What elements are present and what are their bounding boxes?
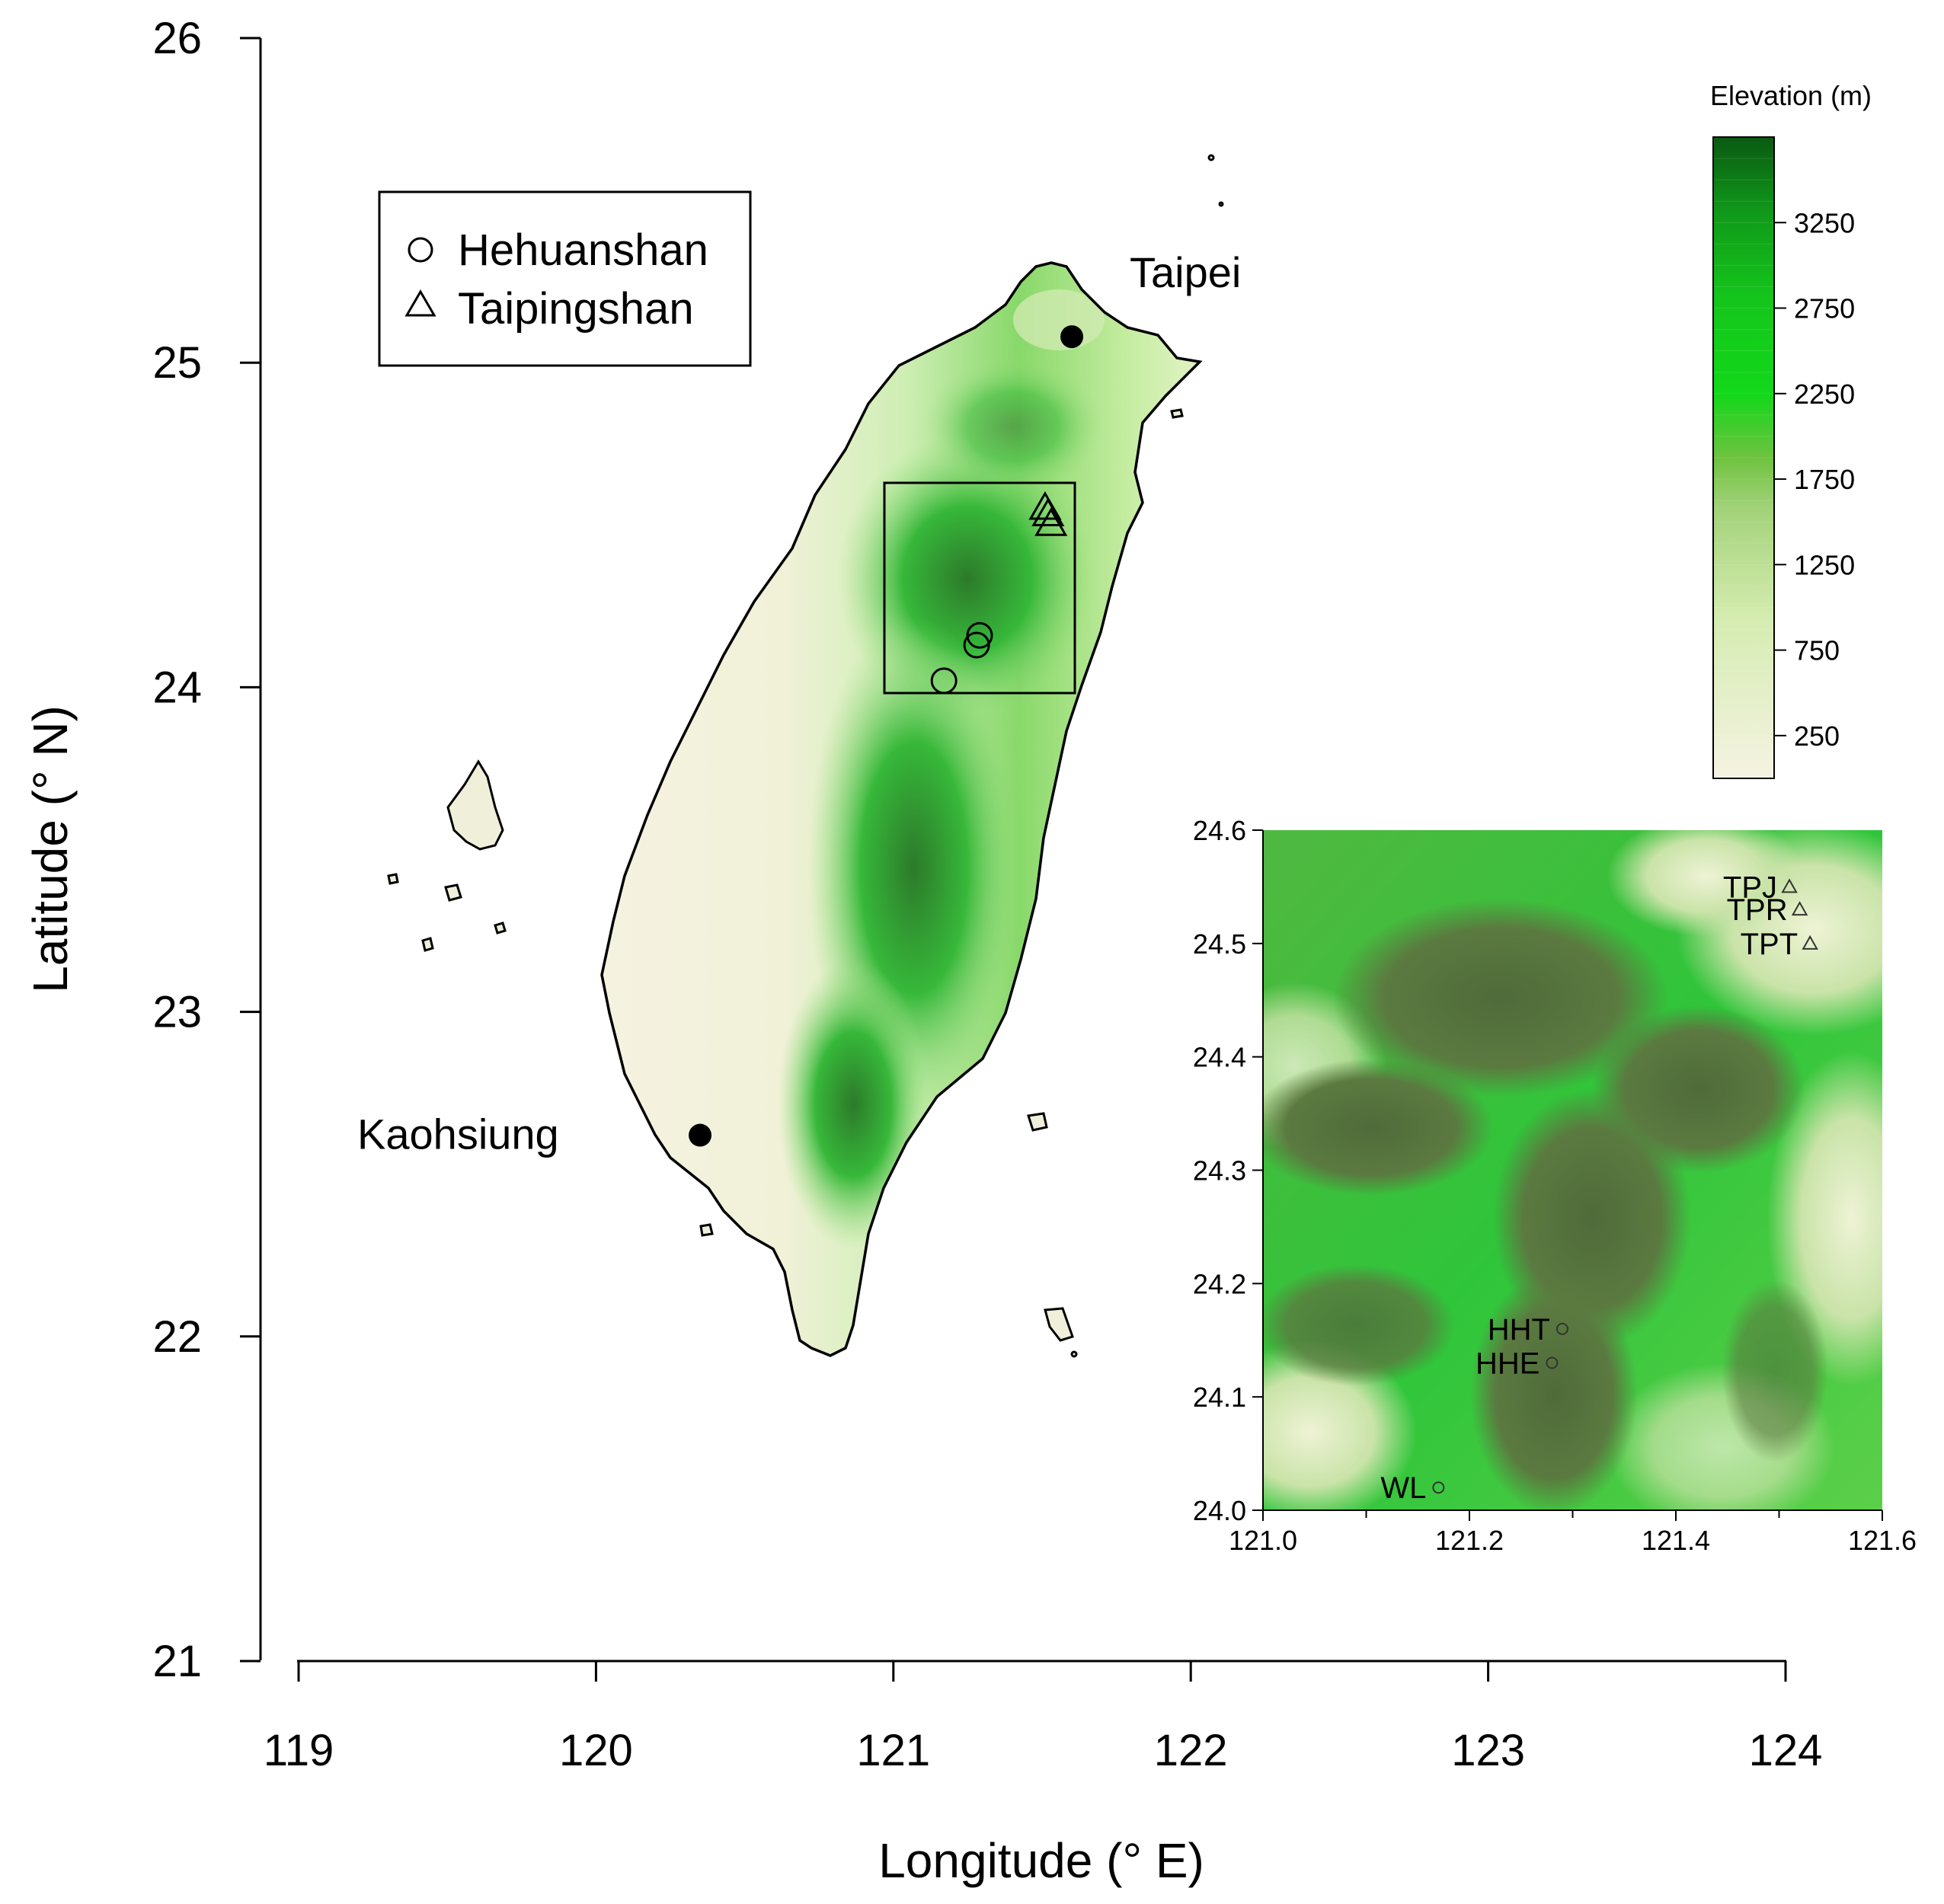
inset-y-tick-label: 24.4 (1193, 1042, 1246, 1073)
station-label: TPJ (1723, 871, 1777, 904)
offshore-islands (387, 154, 1224, 1358)
y-tick-label: 24 (152, 663, 202, 712)
y-tick-label: 25 (152, 338, 202, 388)
city-dot (689, 1123, 712, 1147)
inset-x-tick-label: 121.0 (1229, 1525, 1297, 1556)
inset-axes: 121.0 121.2 121.4 121.6 24.0 24.1 24.2 24.3 24.4… (1193, 815, 1917, 1556)
green-island (1027, 1112, 1048, 1132)
colorbar-tick-label: 250 (1794, 720, 1840, 752)
triangle-icon (1781, 878, 1798, 893)
penghu-islet-3 (494, 922, 507, 934)
x-axis-label: Longitude (° E) (878, 1833, 1204, 1888)
inset-x-tick-label: 121.4 (1642, 1525, 1710, 1556)
colorbar-bands (1714, 158, 1773, 779)
orchid-island (1044, 1307, 1074, 1342)
y-axis-ticks: 21 22 23 24 25 26 (152, 14, 261, 1686)
station-label: HHE (1476, 1347, 1540, 1381)
inset-y-tick-label: 24.0 (1193, 1495, 1246, 1526)
legend-label-hehuanshan: Hehuanshan (458, 225, 708, 275)
penghu-islet-4 (387, 873, 399, 885)
inset-y-tick-label: 24.2 (1193, 1268, 1246, 1299)
liuqiu-island (699, 1223, 714, 1237)
study-area-box (883, 481, 1076, 695)
station-label: WL (1380, 1471, 1426, 1505)
circle-icon (966, 621, 993, 649)
guishan-island (1170, 408, 1184, 419)
circle-icon (1546, 1356, 1559, 1369)
colorbar-tick-label: 1750 (1794, 464, 1855, 495)
x-tick-label: 123 (1451, 1726, 1525, 1775)
city-dot (1060, 325, 1084, 349)
colorbar-ticks: 250 750 1250 1750 2250 2750 3250 (1774, 207, 1855, 752)
x-axis-ticks: 119 120 121 122 123 124 (264, 1661, 1823, 1775)
inset-y-tick-label: 24.3 (1193, 1155, 1246, 1187)
triangle-icon (1802, 934, 1818, 950)
y-tick-label: 22 (152, 1312, 202, 1362)
penghu-islet-2 (421, 937, 434, 952)
x-tick-label: 122 (1154, 1726, 1228, 1775)
legend-label-taipingshan: Taipingshan (458, 284, 694, 334)
x-tick-label: 120 (559, 1726, 633, 1775)
pengjia-islet (1207, 154, 1215, 161)
map-legend: Hehuanshan Taipingshan (378, 190, 752, 367)
y-tick-label: 21 (152, 1637, 202, 1686)
circle-icon (963, 631, 990, 659)
triangle-icon (404, 289, 436, 317)
circle-icon (408, 237, 433, 263)
penghu-islands (446, 759, 504, 851)
y-axis-label: Latitude (° N) (23, 705, 78, 993)
taiwan-coastline (600, 261, 1203, 1357)
main-map-axes: 119 120 121 122 123 124 21 22 23 24 25 26 Longitud… (23, 14, 1822, 1888)
colorbar-title: Elevation (m) (1710, 80, 1872, 111)
circle-icon (1432, 1481, 1445, 1494)
inset-y-tick-label: 24.1 (1193, 1382, 1246, 1413)
triangle-icon (1034, 507, 1068, 536)
x-tick-label: 121 (856, 1726, 930, 1775)
mianhua-islet (1218, 201, 1224, 207)
station-markers (930, 490, 1068, 695)
station-label: TPT (1741, 928, 1799, 961)
inset-y-tick-label: 24.5 (1193, 928, 1246, 960)
penghu-islet-1 (444, 883, 462, 902)
city-markers: Taipei Kaohsiung (357, 248, 1241, 1158)
inset-y-tick-label: 24.6 (1193, 815, 1246, 846)
x-tick-label: 119 (264, 1726, 334, 1775)
colorbar-tick-label: 3250 (1794, 207, 1855, 238)
triangle-icon (1031, 497, 1065, 527)
y-tick-label: 23 (152, 988, 202, 1037)
legend-frame (378, 190, 752, 367)
taiwan-island (600, 261, 1203, 1357)
y-tick-label: 26 (152, 14, 202, 63)
city-label: Taipei (1130, 248, 1241, 296)
inset-x-tick-label: 121.6 (1848, 1525, 1917, 1556)
circle-icon (930, 667, 958, 695)
colorbar-ramp (1712, 136, 1775, 779)
colorbar-tick-label: 1250 (1794, 549, 1855, 580)
city-label: Kaohsiung (357, 1110, 559, 1158)
orchid-islet (1070, 1350, 1078, 1358)
inset-map: 121.0 121.2 121.4 121.6 24.0 24.1 24.2 24.3 24.4… (1193, 815, 1917, 1556)
inset-x-tick-label: 121.2 (1435, 1525, 1504, 1556)
elevation-colorbar: Elevation (m) 250 750 1250 1750 2250 2750 3250 (1710, 80, 1872, 779)
colorbar-tick-label: 2750 (1794, 293, 1855, 324)
colorbar-tick-label: 2250 (1794, 379, 1855, 410)
colorbar-tick-label: 750 (1794, 635, 1840, 666)
station-label: TPR (1727, 893, 1788, 927)
x-tick-label: 124 (1749, 1726, 1823, 1775)
station-label: HHT (1488, 1313, 1550, 1347)
triangle-icon (1791, 901, 1808, 916)
circle-icon (1556, 1322, 1568, 1335)
